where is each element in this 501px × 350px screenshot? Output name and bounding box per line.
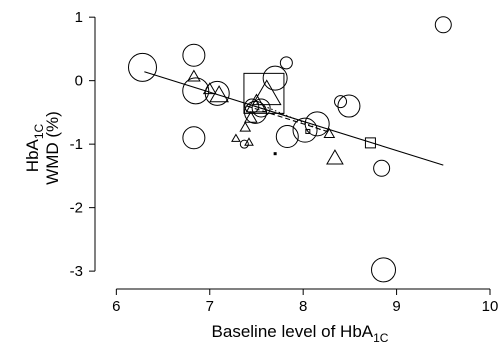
triangle-point — [244, 137, 254, 146]
x-tick-label: 9 — [392, 298, 400, 315]
y-tick-label: -1 — [70, 136, 83, 153]
y-tick-label: -2 — [70, 200, 83, 217]
circle-point — [275, 125, 299, 149]
x-tick-label: 6 — [112, 298, 120, 315]
triangle-point — [251, 79, 282, 106]
circle-point — [182, 43, 206, 67]
square-point — [305, 128, 311, 134]
circle-point — [182, 77, 210, 105]
triangle-point — [326, 149, 344, 165]
circle-point — [251, 98, 271, 118]
circle-point — [371, 257, 397, 283]
data-points — [127, 16, 452, 283]
y-tick-label: 1 — [75, 9, 83, 26]
circle-point — [292, 117, 318, 143]
circle-point — [304, 111, 330, 137]
circle-point — [127, 52, 157, 82]
x-tick-label: 8 — [299, 298, 307, 315]
triangle-point — [245, 93, 268, 113]
circle-point — [334, 95, 348, 109]
y-axis-title-line2: WMD (%) — [43, 111, 62, 185]
y-tick-label: -3 — [70, 263, 83, 280]
circle-point — [337, 94, 361, 118]
triangle-point — [239, 121, 252, 132]
x-tick-label: 10 — [482, 298, 499, 315]
circle-point — [373, 159, 391, 177]
square-point — [273, 152, 277, 156]
x-tick-label: 7 — [206, 298, 214, 315]
triangle-point — [187, 69, 201, 82]
triangle-point — [202, 82, 217, 95]
triangle-point — [231, 133, 241, 142]
y-axis-title: HbA1C WMD (%) — [23, 111, 62, 185]
circle-point — [434, 16, 452, 34]
x-axis-title: Baseline level of HbA1C — [212, 322, 389, 345]
square-point — [243, 72, 285, 114]
triangle-point — [209, 85, 229, 103]
y-tick-label: 0 — [75, 73, 83, 90]
regression-line-dashed — [246, 105, 332, 134]
circle-point — [182, 126, 206, 150]
circle-point — [239, 139, 249, 149]
triangle-point — [323, 127, 336, 139]
circle-point — [279, 56, 293, 70]
y-axis-title-line1: HbA1C — [23, 123, 46, 172]
regression-lines — [144, 71, 444, 166]
square-point — [364, 137, 376, 149]
triangle-point — [243, 110, 258, 123]
circle-point — [262, 65, 288, 91]
